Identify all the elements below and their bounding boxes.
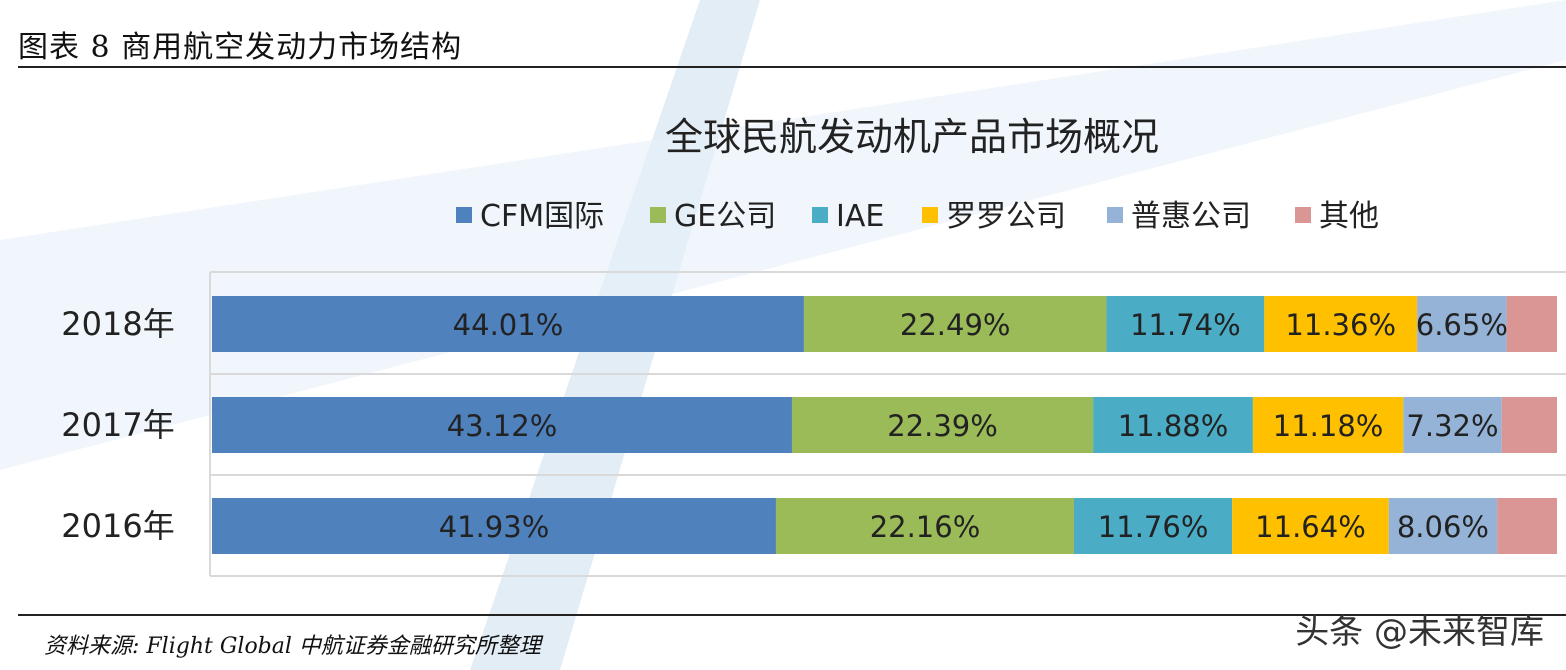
- legend-label: 罗罗公司: [946, 199, 1066, 234]
- plot-area: 2018年 44.01% 22.49% 11.74% 11.36% 6.65% 2017年 4…: [61, 271, 1566, 577]
- brand-watermark: 头条 @未来智库: [1295, 612, 1544, 652]
- data-label: 44.01%: [453, 308, 564, 342]
- category-label: 2018年: [61, 305, 174, 343]
- bar-segment: [1417, 296, 1507, 352]
- category-label: 2017年: [61, 406, 174, 444]
- bar-segment: [1501, 397, 1557, 453]
- data-label: 8.06%: [1397, 510, 1489, 544]
- bar-segment: [1093, 397, 1253, 453]
- bar-segment: [1252, 397, 1404, 453]
- legend-swatch: [650, 207, 666, 223]
- bar-segment: [1074, 498, 1233, 554]
- legend-label: CFM国际: [480, 199, 604, 234]
- bar-segment: [1388, 498, 1498, 554]
- legend-swatch: [812, 207, 828, 223]
- source-note: 资料来源: Flight Global 中航证券金融研究所整理: [44, 634, 541, 659]
- legend-label: 普惠公司: [1131, 199, 1251, 234]
- bottom-divider: [18, 614, 1566, 616]
- chart-legend: CFM国际 GE公司 IAE 罗罗公司 普惠公司 其他: [456, 199, 1379, 234]
- figure-title: 图表 8 商用航空发动力市场结构: [18, 30, 463, 65]
- bar-segment: [1106, 296, 1265, 352]
- category-label: 2016年: [61, 507, 174, 545]
- bar-segment: [1497, 498, 1557, 554]
- chart-title: 全球民航发动机产品市场概况: [665, 115, 1159, 159]
- data-label: 7.32%: [1406, 409, 1498, 443]
- bar-segment: [775, 498, 1075, 554]
- bar-segment: [791, 397, 1094, 453]
- bar-segment: [1264, 296, 1418, 352]
- data-label: 41.93%: [439, 510, 550, 544]
- legend-swatch: [922, 207, 938, 223]
- bar-segment: [803, 296, 1107, 352]
- legend-swatch: [1295, 207, 1311, 223]
- data-label: 11.76%: [1098, 510, 1209, 544]
- legend-swatch: [1107, 207, 1123, 223]
- bar-segment: [212, 498, 776, 554]
- data-label: 22.39%: [887, 409, 998, 443]
- top-divider: [18, 66, 1566, 68]
- bar-segment: [212, 296, 804, 352]
- data-label: 11.64%: [1255, 510, 1366, 544]
- data-label: 11.88%: [1118, 409, 1229, 443]
- legend-label: GE公司: [674, 199, 776, 234]
- bar-segment: [1506, 296, 1557, 352]
- data-label: 22.49%: [900, 308, 1011, 342]
- data-label: 6.65%: [1416, 308, 1508, 342]
- data-label: 22.16%: [870, 510, 981, 544]
- bar-segment: [1232, 498, 1389, 554]
- data-label: 43.12%: [447, 409, 558, 443]
- legend-swatch: [456, 207, 472, 223]
- legend-label: IAE: [836, 199, 884, 234]
- bar-segment: [1403, 397, 1502, 453]
- bar-segment: [212, 397, 792, 453]
- data-label: 11.18%: [1273, 409, 1384, 443]
- data-label: 11.36%: [1285, 308, 1396, 342]
- legend-label: 其他: [1319, 199, 1379, 234]
- data-label: 11.74%: [1130, 308, 1241, 342]
